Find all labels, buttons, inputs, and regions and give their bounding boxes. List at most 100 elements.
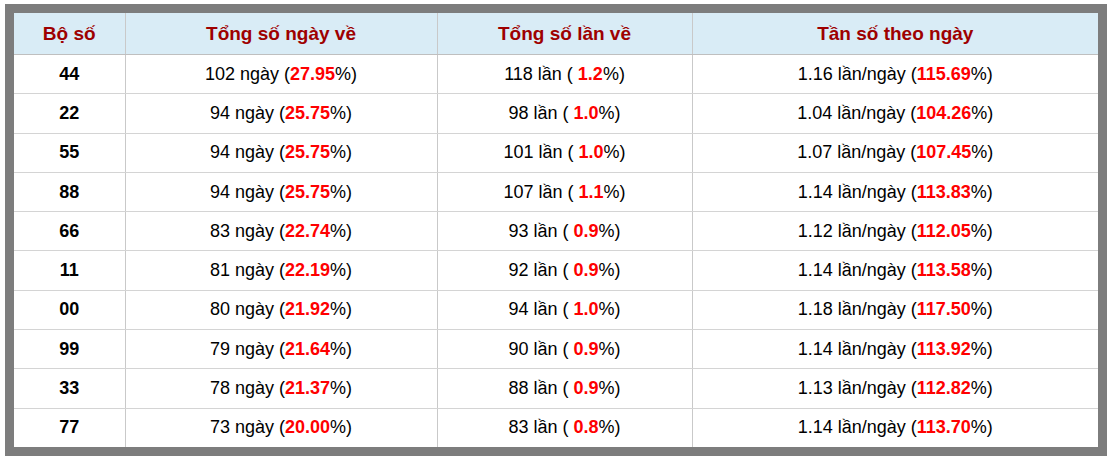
pair-number-cell: 00	[14, 290, 125, 329]
days-text: 94 ngày (	[210, 103, 285, 123]
times-suffix: %)	[599, 339, 621, 359]
total-times-cell: 92 lần ( 0.9%)	[437, 251, 692, 290]
pair-number-cell: 99	[14, 330, 125, 369]
pair-number-cell: 44	[14, 55, 125, 94]
days-text: 81 ngày (	[210, 260, 285, 280]
frequency-cell: 1.07 lần/ngày (107.45%)	[692, 133, 1098, 172]
times-text: 101 lần (	[503, 142, 578, 162]
pair-number-cell: 22	[14, 94, 125, 133]
freq-text: 1.14 lần/ngày (	[798, 339, 917, 359]
total-times-cell: 101 lần ( 1.0%)	[437, 133, 692, 172]
frequency-cell: 1.12 lần/ngày (112.05%)	[692, 212, 1098, 251]
table-row: 99 79 ngày (21.64%) 90 lần ( 0.9%) 1.14 …	[14, 330, 1098, 369]
days-suffix: %)	[330, 299, 352, 319]
freq-percent-highlight: 113.70	[917, 417, 971, 437]
total-days-cell: 102 ngày (27.95%)	[125, 55, 437, 94]
days-suffix: %)	[335, 64, 357, 84]
times-text: 93 lần (	[508, 221, 573, 241]
page: Bộ số Tổng số ngày về Tổng số lần về Tần…	[0, 0, 1110, 460]
times-suffix: %)	[599, 378, 621, 398]
days-percent-highlight: 22.74	[285, 221, 330, 241]
table-row: 88 94 ngày (25.75%) 107 lần ( 1.1%) 1.14…	[14, 172, 1098, 211]
total-times-cell: 88 lần ( 0.9%)	[437, 369, 692, 408]
times-suffix: %)	[603, 64, 625, 84]
freq-suffix: %)	[971, 299, 993, 319]
days-percent-highlight: 25.75	[285, 182, 330, 202]
times-suffix: %)	[604, 142, 626, 162]
times-percent-highlight: 0.9	[574, 339, 599, 359]
lottery-pair-statistics-table: Bộ số Tổng số ngày về Tổng số lần về Tần…	[14, 13, 1098, 447]
pair-number-cell: 33	[14, 369, 125, 408]
days-suffix: %)	[330, 142, 352, 162]
days-text: 73 ngày (	[210, 417, 285, 437]
table-body: 44 102 ngày (27.95%) 118 lần ( 1.2%) 1.1…	[14, 55, 1098, 448]
freq-text: 1.14 lần/ngày (	[798, 417, 917, 437]
total-times-cell: 93 lần ( 0.9%)	[437, 212, 692, 251]
freq-text: 1.16 lần/ngày (	[798, 64, 917, 84]
frequency-cell: 1.16 lần/ngày (115.69%)	[692, 55, 1098, 94]
frequency-cell: 1.14 lần/ngày (113.83%)	[692, 172, 1098, 211]
times-percent-highlight: 0.9	[574, 378, 599, 398]
days-text: 83 ngày (	[210, 221, 285, 241]
freq-text: 1.14 lần/ngày (	[798, 182, 917, 202]
table-row: 77 73 ngày (20.00%) 83 lần ( 0.8%) 1.14 …	[14, 408, 1098, 447]
days-suffix: %)	[330, 260, 352, 280]
table-row: 22 94 ngày (25.75%) 98 lần ( 1.0%) 1.04 …	[14, 94, 1098, 133]
table-header: Bộ số Tổng số ngày về Tổng số lần về Tần…	[14, 13, 1098, 55]
total-times-cell: 107 lần ( 1.1%)	[437, 172, 692, 211]
times-text: 90 lần (	[508, 339, 573, 359]
days-text: 79 ngày (	[210, 339, 285, 359]
times-text: 107 lần (	[503, 182, 578, 202]
freq-suffix: %)	[971, 221, 993, 241]
times-percent-highlight: 0.8	[574, 417, 599, 437]
times-text: 83 lần (	[508, 417, 573, 437]
total-days-cell: 81 ngày (22.19%)	[125, 251, 437, 290]
times-percent-highlight: 1.1	[579, 182, 604, 202]
frequency-cell: 1.14 lần/ngày (113.58%)	[692, 251, 1098, 290]
statistics-table-frame: Bộ số Tổng số ngày về Tổng số lần về Tần…	[5, 4, 1107, 456]
times-percent-highlight: 1.0	[574, 103, 599, 123]
times-suffix: %)	[599, 221, 621, 241]
table-row: 55 94 ngày (25.75%) 101 lần ( 1.0%) 1.07…	[14, 133, 1098, 172]
frequency-cell: 1.18 lần/ngày (117.50%)	[692, 290, 1098, 329]
pair-number-cell: 11	[14, 251, 125, 290]
days-suffix: %)	[330, 417, 352, 437]
days-percent-highlight: 22.19	[285, 260, 330, 280]
days-percent-highlight: 21.92	[285, 299, 330, 319]
total-days-cell: 83 ngày (22.74%)	[125, 212, 437, 251]
freq-text: 1.14 lần/ngày (	[798, 260, 917, 280]
freq-percent-highlight: 117.50	[917, 299, 971, 319]
freq-text: 1.13 lần/ngày (	[798, 378, 917, 398]
freq-suffix: %)	[971, 103, 993, 123]
total-days-cell: 80 ngày (21.92%)	[125, 290, 437, 329]
times-text: 88 lần (	[508, 378, 573, 398]
freq-suffix: %)	[971, 417, 993, 437]
freq-suffix: %)	[971, 260, 993, 280]
freq-text: 1.07 lần/ngày (	[797, 142, 916, 162]
header-total-times: Tổng số lần về	[437, 13, 692, 55]
freq-text: 1.04 lần/ngày (	[797, 103, 916, 123]
freq-percent-highlight: 113.92	[917, 339, 971, 359]
days-suffix: %)	[330, 103, 352, 123]
times-suffix: %)	[599, 103, 621, 123]
total-times-cell: 98 lần ( 1.0%)	[437, 94, 692, 133]
total-times-cell: 90 lần ( 0.9%)	[437, 330, 692, 369]
days-suffix: %)	[330, 182, 352, 202]
times-suffix: %)	[599, 417, 621, 437]
table-row: 33 78 ngày (21.37%) 88 lần ( 0.9%) 1.13 …	[14, 369, 1098, 408]
days-percent-highlight: 21.64	[285, 339, 330, 359]
header-total-days: Tổng số ngày về	[125, 13, 437, 55]
pair-number-cell: 77	[14, 408, 125, 447]
days-suffix: %)	[330, 339, 352, 359]
freq-percent-highlight: 112.05	[917, 221, 971, 241]
days-percent-highlight: 27.95	[290, 64, 335, 84]
days-percent-highlight: 25.75	[285, 142, 330, 162]
freq-suffix: %)	[971, 64, 993, 84]
times-percent-highlight: 1.0	[579, 142, 604, 162]
freq-text: 1.18 lần/ngày (	[798, 299, 917, 319]
times-text: 118 lần (	[504, 64, 578, 84]
freq-percent-highlight: 115.69	[917, 64, 971, 84]
times-text: 94 lần (	[508, 299, 573, 319]
freq-percent-highlight: 113.83	[917, 182, 971, 202]
days-percent-highlight: 20.00	[285, 417, 330, 437]
